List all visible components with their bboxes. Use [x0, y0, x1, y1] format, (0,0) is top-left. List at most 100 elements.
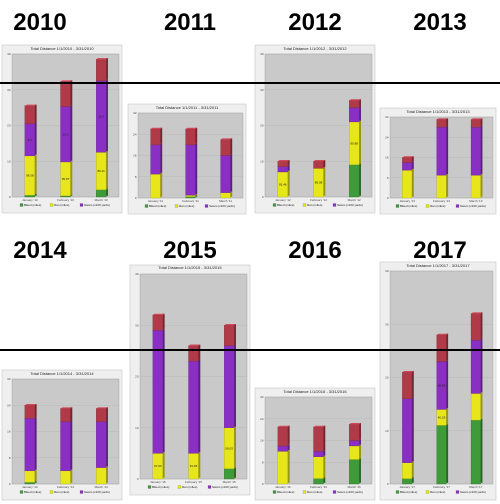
bar-segment-extra — [313, 426, 324, 452]
legend-swatch — [332, 490, 337, 494]
legend-swatch — [425, 204, 430, 208]
bar-top — [313, 425, 326, 427]
year-label: 2010 — [13, 9, 66, 36]
legend-entry: Swam (x100 yards) — [84, 203, 110, 207]
bar-segment-ran-miles — [402, 462, 413, 479]
legend-swatch — [425, 490, 430, 494]
bar-side-swam-x-yards — [162, 329, 165, 453]
bar-side-ran-miles — [446, 174, 449, 197]
y-tick-label: 20 — [385, 376, 389, 380]
bar-side-extra — [70, 407, 73, 421]
bar-side-swam-x-yards — [359, 439, 361, 445]
bar-side-biked-miles — [446, 424, 449, 483]
x-tick-label: February '13 — [433, 199, 450, 203]
bar-segment-extra — [220, 139, 231, 156]
bar-side-swam-x-yards — [446, 125, 449, 175]
bar-segment-ran-miles — [349, 445, 360, 460]
bar-side-biked-miles — [70, 194, 73, 196]
legend-entry: Swam (x100 yards) — [212, 485, 238, 489]
bar-segment-swam-x-yards — [224, 345, 235, 428]
bar-side-biked-miles — [359, 458, 361, 483]
y-tick-label: 24 — [133, 132, 137, 136]
x-tick-label: March '17 — [469, 485, 482, 489]
bar-side-extra — [446, 118, 449, 126]
data-label: 15.3 — [63, 132, 69, 136]
chart-title: Total Distance 1/1/2012 - 3/31/2012 — [283, 46, 347, 51]
bar-segment-swam-x-yards — [470, 126, 481, 176]
y-tick-label: 20 — [260, 124, 264, 128]
y-tick-label: 30 — [385, 322, 389, 326]
bar-segment-extra — [224, 325, 235, 346]
bar-segment-extra — [60, 408, 71, 422]
legend-entry: Swam (x100 yards) — [209, 204, 235, 208]
bar-segment-biked-miles — [224, 468, 235, 480]
bar-side-swam-x-yards — [34, 417, 37, 470]
y-tick-label: 16 — [385, 156, 389, 160]
bar-side-swam-x-yards — [34, 122, 37, 155]
bar-side-ran-miles — [480, 174, 483, 197]
bar-side-ran-miles — [70, 160, 73, 195]
legend-entry: Ran (miles) — [182, 485, 197, 489]
legend-swatch — [19, 203, 24, 207]
x-tick-label: January '17 — [399, 485, 415, 489]
bar-side-extra — [411, 156, 414, 162]
legend-entry: Swam (x100 yards) — [337, 203, 363, 207]
data-label: 15.3 — [98, 115, 104, 119]
bar-side-extra — [160, 127, 163, 144]
x-tick-label: January '10 — [22, 198, 38, 202]
bar-side-ran-miles — [411, 461, 414, 478]
bar-side-extra — [234, 324, 236, 345]
data-label: 95.97 — [62, 177, 70, 181]
legend-entry: Ran (miles) — [430, 490, 445, 494]
y-tick-label: 0 — [387, 482, 389, 486]
x-tick-label: February '15 — [185, 480, 202, 484]
x-tick-label: February '10 — [57, 198, 74, 202]
legend-entry: Biked (miles) — [277, 490, 294, 494]
bar-side-extra — [287, 425, 290, 445]
bar-segment-extra — [402, 157, 413, 163]
bar-segment-swam-x-yards — [220, 155, 231, 193]
y-tick-label: 32 — [7, 377, 11, 381]
bar-side-biked-miles — [234, 467, 236, 478]
bar-side-swam-x-yards — [230, 154, 233, 192]
bar-segment-extra — [436, 334, 447, 362]
bar-side-extra — [411, 370, 414, 398]
legend-swatch — [19, 490, 24, 494]
bar-side-ran-miles — [106, 466, 108, 483]
bar-side-biked-miles — [359, 163, 361, 196]
bar-top — [96, 407, 108, 409]
bar-top — [224, 324, 236, 326]
data-label: 98.38 — [26, 174, 34, 178]
x-tick-label: February '17 — [433, 485, 450, 489]
bar-top — [96, 58, 108, 60]
chart-panel-2012: 2012 Total Distance 1/1/2012 - 3/31/2012 0… — [254, 9, 376, 214]
bar-side-ran-miles — [230, 191, 233, 197]
data-label: 68.99 — [438, 383, 446, 387]
bar-segment-ran-miles — [277, 451, 288, 485]
x-tick-label: January '11 — [148, 199, 164, 203]
bar-side-extra — [106, 407, 108, 421]
bar-top — [277, 425, 290, 427]
bar-top — [220, 138, 233, 140]
legend-swatch — [49, 203, 54, 207]
year-label: 2015 — [163, 237, 216, 264]
bar-side-ran-miles — [359, 120, 361, 164]
legend-entry: Swam (x100 yards) — [460, 204, 486, 208]
bar-side-swam-x-yards — [411, 161, 414, 169]
legend-swatch — [395, 204, 400, 208]
x-tick-label: March '16 — [348, 485, 361, 489]
bar-segment-extra — [188, 345, 199, 362]
bar-side-extra — [480, 312, 483, 340]
bar-top — [60, 80, 73, 82]
bar-segment-biked-miles — [24, 482, 35, 485]
y-tick-label: 0 — [262, 482, 264, 486]
bar-segment-biked-miles — [313, 478, 324, 485]
y-tick-label: 0 — [135, 196, 137, 200]
bar-side-ran-miles — [323, 455, 326, 478]
y-tick-label: 16 — [7, 430, 11, 434]
legend-entry: Biked (miles) — [24, 490, 41, 494]
data-label: 97.00 — [154, 464, 162, 468]
chart-title: Total Distance 1/1/2015 - 3/31/2015 — [158, 265, 222, 270]
bar-side-ran-miles — [198, 452, 201, 478]
bar-top — [277, 160, 290, 162]
